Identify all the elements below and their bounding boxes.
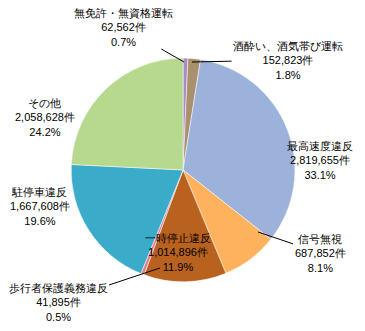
svg-text:一時停止違反1,014,896件11.9%: 一時停止違反1,014,896件11.9%: [145, 232, 211, 273]
svg-text:無免許・無資格運転62,562件0.7%: 無免許・無資格運転62,562件0.7%: [74, 7, 173, 48]
svg-text:歩行者保護義務違反41,895件0.5%: 歩行者保護義務違反41,895件0.5%: [9, 282, 108, 323]
svg-text:最高速度違反2,819,655件33.1%: 最高速度違反2,819,655件33.1%: [287, 140, 353, 181]
svg-text:酒酔い、酒気帯び運転152,823件1.8%: 酒酔い、酒気帯び運転152,823件1.8%: [233, 40, 343, 81]
svg-text:その他2,058,628件24.2%: その他2,058,628件24.2%: [15, 97, 75, 138]
svg-text:信号無視687,852件8.1%: 信号無視687,852件8.1%: [295, 233, 346, 274]
svg-text:駐停車違反1,667,608件19.6%: 駐停車違反1,667,608件19.6%: [10, 186, 70, 227]
